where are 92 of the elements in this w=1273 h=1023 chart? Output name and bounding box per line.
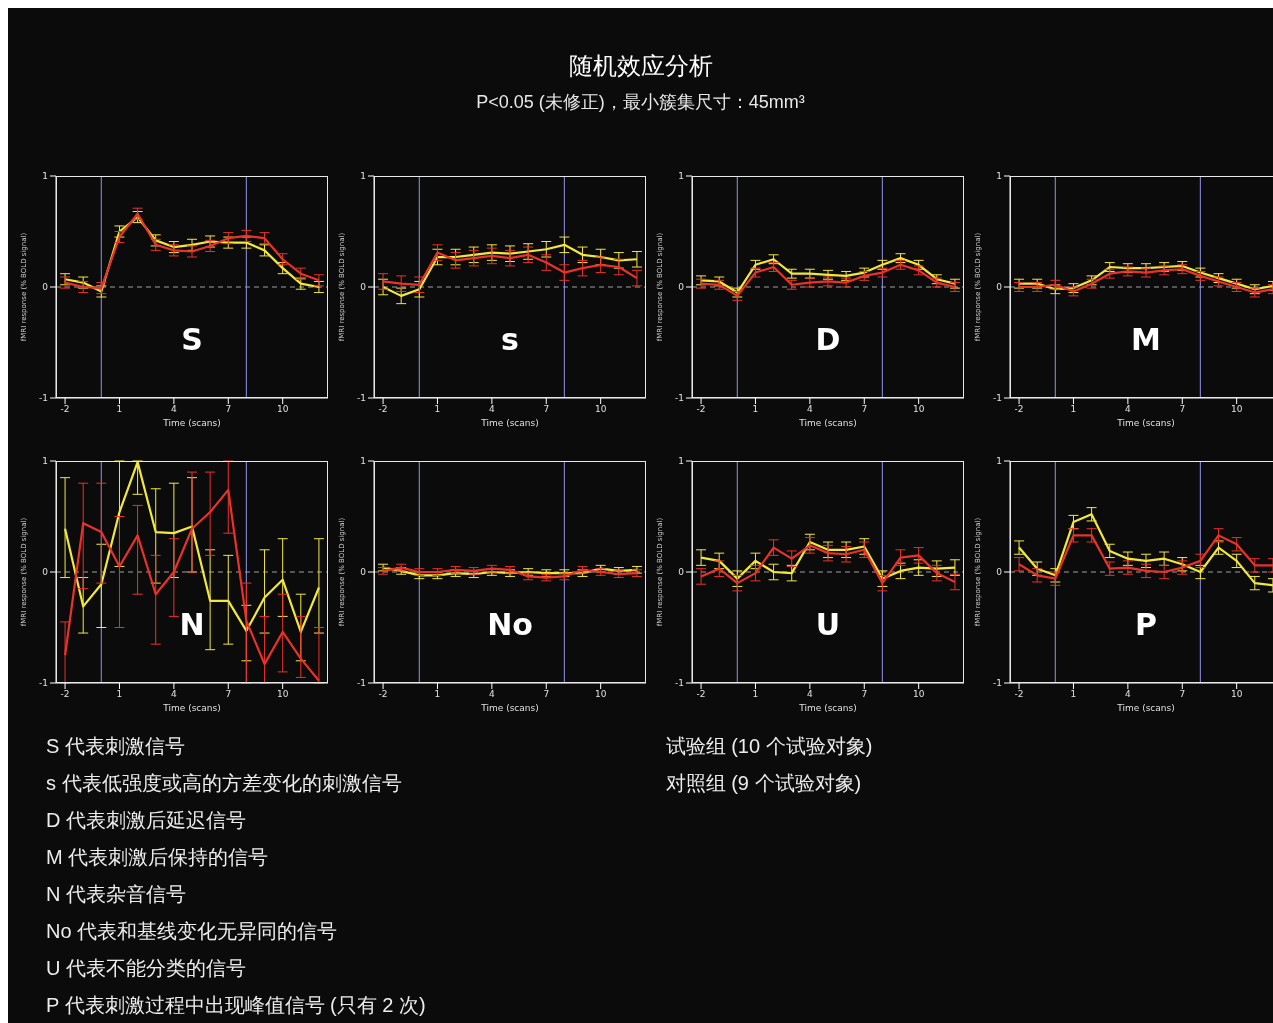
text: U 代表不能分类的信号 bbox=[46, 956, 247, 981]
x-axis-title: Time (scans) bbox=[1116, 702, 1176, 714]
x-tick-label: 10 bbox=[276, 404, 289, 415]
x-axis-title: Time (scans) bbox=[162, 702, 222, 714]
text: 试验组 (10 个试验对象) bbox=[665, 734, 873, 759]
text: P 代表刺激过程中出现峰值信号 (只有 2 次) bbox=[46, 993, 426, 1018]
text: M bbox=[1130, 321, 1162, 357]
x-tick-label: 7 bbox=[225, 689, 232, 700]
y-tick-label: -1 bbox=[675, 678, 684, 689]
y-tick-label: 1 bbox=[996, 456, 1002, 467]
y-tick-label: 0 bbox=[360, 282, 367, 293]
x-axis-title: Time (scans) bbox=[480, 417, 540, 429]
y-tick-label: 0 bbox=[678, 282, 685, 293]
y-tick-label: 1 bbox=[678, 171, 684, 182]
x-tick-label: -2 bbox=[1014, 404, 1024, 415]
x-tick-label: 1 bbox=[116, 689, 123, 700]
x-axis-title: Time (scans) bbox=[480, 702, 540, 714]
x-tick-label: -2 bbox=[60, 689, 70, 700]
x-tick-label: -2 bbox=[696, 404, 706, 415]
x-tick-label: 7 bbox=[543, 689, 550, 700]
y-tick-label: 0 bbox=[42, 282, 49, 293]
y-tick-label: -1 bbox=[357, 393, 366, 404]
text: D bbox=[814, 321, 842, 357]
x-tick-label: 7 bbox=[1179, 689, 1186, 700]
y-tick-label: 1 bbox=[360, 456, 366, 467]
x-tick-label: -2 bbox=[60, 404, 70, 415]
text: 对照组 (9 个试验对象) bbox=[665, 771, 863, 796]
text: P bbox=[1134, 606, 1158, 642]
y-tick-label: -1 bbox=[993, 678, 1002, 689]
x-tick-label: -2 bbox=[1014, 689, 1024, 700]
y-tick-label: 0 bbox=[996, 567, 1003, 578]
y-tick-label: 0 bbox=[678, 567, 685, 578]
text: s bbox=[500, 321, 520, 357]
text: s 代表低强度或高的方差变化的刺激信号 bbox=[46, 771, 403, 796]
x-tick-label: 7 bbox=[543, 404, 550, 415]
x-tick-label: 7 bbox=[861, 689, 868, 700]
x-tick-label: 1 bbox=[1070, 689, 1077, 700]
y-tick-label: 1 bbox=[42, 456, 48, 467]
x-tick-label: 1 bbox=[752, 689, 759, 700]
text: No 代表和基线变化无异同的信号 bbox=[46, 919, 339, 944]
y-tick-label: 0 bbox=[360, 567, 367, 578]
x-tick-label: 10 bbox=[1230, 404, 1243, 415]
y-tick-label: 1 bbox=[360, 171, 366, 182]
x-tick-label: 4 bbox=[1125, 404, 1131, 415]
y-tick-label: 1 bbox=[996, 171, 1002, 182]
y-tick-label: 0 bbox=[996, 282, 1003, 293]
text: 随机效应分析 bbox=[567, 51, 714, 81]
x-axis-title: Time (scans) bbox=[1116, 417, 1176, 429]
x-axis-title: Time (scans) bbox=[798, 702, 858, 714]
x-tick-label: -2 bbox=[378, 689, 388, 700]
x-tick-label: 4 bbox=[807, 404, 813, 415]
x-axis-title: Time (scans) bbox=[798, 417, 858, 429]
x-tick-label: 4 bbox=[171, 689, 177, 700]
x-tick-label: 10 bbox=[912, 404, 925, 415]
x-tick-label: 7 bbox=[1179, 404, 1186, 415]
x-tick-label: 4 bbox=[171, 404, 177, 415]
x-tick-label: 1 bbox=[116, 404, 123, 415]
x-tick-label: 4 bbox=[807, 689, 813, 700]
y-tick-label: -1 bbox=[39, 678, 48, 689]
x-tick-label: 10 bbox=[276, 689, 289, 700]
text: N 代表杂音信号 bbox=[46, 882, 187, 907]
x-tick-label: -2 bbox=[378, 404, 388, 415]
x-tick-label: 1 bbox=[434, 689, 441, 700]
x-tick-label: 10 bbox=[594, 689, 607, 700]
text: U bbox=[814, 606, 842, 642]
y-tick-label: -1 bbox=[39, 393, 48, 404]
y-tick-label: -1 bbox=[993, 393, 1002, 404]
x-axis-title: Time (scans) bbox=[162, 417, 222, 429]
y-tick-label: 1 bbox=[678, 456, 684, 467]
y-tick-label: 1 bbox=[42, 171, 48, 182]
x-tick-label: 4 bbox=[489, 689, 495, 700]
text: M 代表刺激后保持的信号 bbox=[46, 845, 270, 870]
x-tick-label: 10 bbox=[594, 404, 607, 415]
text: P<0.05 (未修正)，最小簇集尺寸：45mm³ bbox=[475, 91, 806, 114]
x-tick-label: 1 bbox=[434, 404, 441, 415]
x-tick-label: -2 bbox=[696, 689, 706, 700]
x-tick-label: 7 bbox=[225, 404, 232, 415]
x-tick-label: 1 bbox=[1070, 404, 1077, 415]
x-tick-label: 7 bbox=[861, 404, 868, 415]
x-tick-label: 4 bbox=[489, 404, 495, 415]
text: S 代表刺激信号 bbox=[46, 734, 186, 759]
x-tick-label: 10 bbox=[912, 689, 925, 700]
x-tick-label: 1 bbox=[752, 404, 759, 415]
y-tick-label: 0 bbox=[42, 567, 49, 578]
text: No bbox=[486, 606, 534, 642]
text: D 代表刺激后延迟信号 bbox=[46, 808, 247, 833]
text: S bbox=[180, 321, 204, 357]
y-tick-label: -1 bbox=[357, 678, 366, 689]
y-tick-label: -1 bbox=[675, 393, 684, 404]
x-tick-label: 4 bbox=[1125, 689, 1131, 700]
x-tick-label: 10 bbox=[1230, 689, 1243, 700]
text: N bbox=[178, 606, 206, 642]
